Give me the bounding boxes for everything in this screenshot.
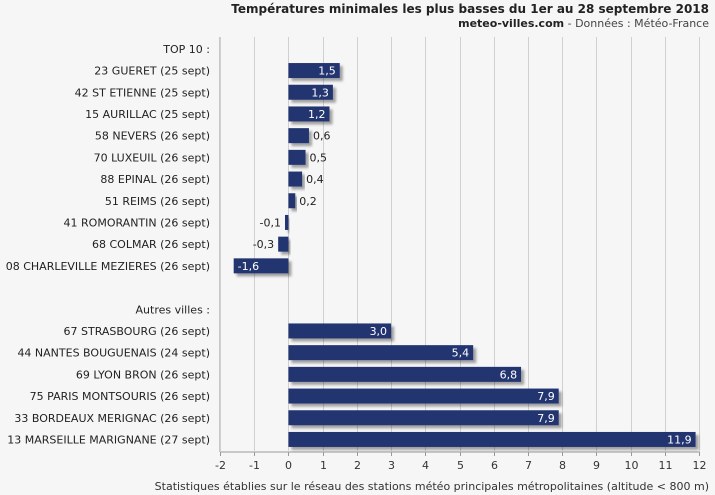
x-tick-label: 12: [693, 459, 707, 472]
source-site: meteo-villes.com: [458, 17, 565, 30]
data-label: 0,4: [306, 173, 324, 186]
group-header: TOP 10 :: [162, 43, 210, 56]
bar: [285, 214, 289, 230]
chart-subtitle: meteo-villes.com - Données : Météo-Franc…: [458, 17, 709, 30]
bar: [288, 106, 330, 122]
data-label: 1,2: [308, 108, 326, 121]
bar: [288, 128, 309, 144]
bar: [288, 84, 333, 100]
data-label: -0,1: [260, 216, 281, 229]
category-label: 67 STRASBOURG (26 sept): [64, 325, 211, 338]
x-tick-label: 4: [422, 459, 429, 472]
data-label: 7,9: [537, 390, 555, 403]
data-label: 0,2: [299, 195, 317, 208]
grid-layer: [219, 37, 700, 456]
bar-layer: [233, 63, 696, 447]
chart-title: Températures minimales les plus basses d…: [231, 2, 709, 16]
x-tick-label: 9: [593, 459, 600, 472]
category-label: 23 GUERET (25 sept): [94, 65, 210, 78]
data-label: 1,5: [318, 65, 336, 78]
bar: [288, 149, 306, 165]
x-tick-label: 7: [525, 459, 532, 472]
category-label: 68 COLMAR (26 sept): [92, 238, 210, 251]
x-tick-label: 6: [491, 459, 498, 472]
category-label: 41 ROMORANTIN (26 sept): [64, 216, 210, 229]
source-credit: - Données : Météo-France: [564, 17, 709, 30]
data-label: -1,6: [238, 260, 259, 273]
bar: [288, 323, 392, 339]
x-tick-label: -2: [215, 459, 226, 472]
category-label: 08 CHARLEVILLE MEZIERES (26 sept): [6, 260, 210, 273]
group-header: Autres villes :: [136, 303, 210, 316]
data-label: 11,9: [667, 433, 692, 446]
data-label: 5,4: [452, 347, 470, 360]
chart-footer-note: Statistiques établies sur le réseau des …: [154, 480, 709, 493]
data-label: -0,3: [253, 238, 274, 251]
category-label: 51 REIMS (26 sept): [105, 195, 210, 208]
data-label: 3,0: [370, 325, 388, 338]
data-label: 1,3: [311, 86, 329, 99]
category-label: 88 EPINAL (26 sept): [100, 173, 210, 186]
bar: [288, 171, 303, 187]
category-label: 44 NANTES BOUGUENAIS (24 sept): [17, 347, 210, 360]
x-tick-label: 11: [659, 459, 673, 472]
category-label: 13 MARSEILLE MARIGNANE (27 sept): [7, 433, 210, 446]
data-label: 0,5: [310, 151, 328, 164]
data-label: 6,8: [500, 368, 518, 381]
bar: [288, 366, 522, 382]
bar: [288, 63, 340, 79]
category-label: 69 LYON BRON (26 sept): [76, 368, 210, 381]
x-tick-label: 10: [625, 459, 639, 472]
category-label: 42 ST ETIENNE (25 sept): [75, 86, 210, 99]
category-label: 33 BORDEAUX MERIGNAC (26 sept): [14, 412, 210, 425]
x-tick-label: -1: [249, 459, 260, 472]
bar: [288, 431, 696, 447]
x-tick-label: 0: [285, 459, 292, 472]
bar: [233, 258, 289, 274]
bar: [278, 236, 289, 252]
x-tick-label: 8: [559, 459, 566, 472]
bar: [288, 193, 296, 209]
x-tick-label: 2: [354, 459, 361, 472]
category-label: 58 NEVERS (26 sept): [95, 130, 210, 143]
data-label: 7,9: [537, 412, 555, 425]
category-label: 75 PARIS MONTSOURIS (26 sept): [30, 390, 210, 403]
x-tick-label: 3: [388, 459, 395, 472]
bar: [288, 410, 559, 426]
bar: [288, 388, 559, 404]
category-label: 15 AURILLAC (25 sept): [85, 108, 210, 121]
category-label: 70 LUXEUIL (26 sept): [94, 151, 210, 164]
x-tick-label: 1: [320, 459, 327, 472]
bar: [288, 345, 474, 361]
data-label: 0,6: [313, 130, 331, 143]
x-tick-label: 5: [457, 459, 464, 472]
